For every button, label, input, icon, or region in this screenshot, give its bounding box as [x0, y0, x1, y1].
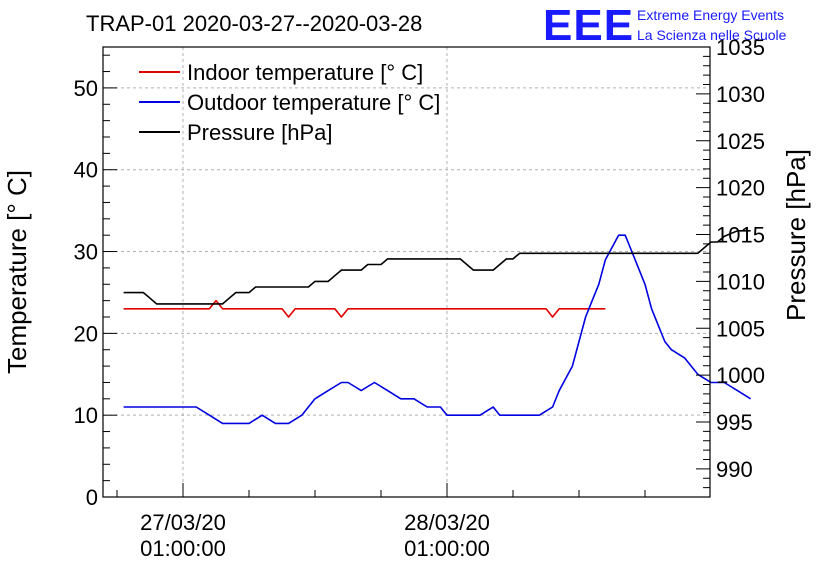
right-tick-label: 1030: [716, 82, 765, 107]
right-axis: 990 995 1000 1005 1010 1015 1020 1025 1030 1035: [696, 35, 765, 489]
right-tick-label: 1020: [716, 176, 765, 201]
left-tick-label: 40: [74, 158, 98, 183]
brand-line-1: Extreme Energy Events: [637, 7, 784, 23]
x-tick-label-date: 28/03/20: [404, 510, 490, 535]
left-axis: 0 10 20 30 40 50: [74, 54, 117, 510]
left-tick-label: 50: [74, 76, 98, 101]
y-axis-label-left: Temperature [° C]: [2, 170, 32, 374]
x-tick-label-time: 01:00:00: [140, 536, 226, 561]
chart-title: TRAP-01 2020-03-27--2020-03-28: [86, 11, 422, 36]
legend: Indoor temperature [° C] Outdoor tempera…: [139, 60, 440, 145]
right-tick-label: 1025: [716, 129, 765, 154]
legend-label-indoor: Indoor temperature [° C]: [187, 60, 423, 85]
legend-label-pressure: Pressure [hPa]: [187, 120, 333, 145]
series-line-1: [123, 234, 752, 425]
right-tick-label: 995: [716, 410, 753, 435]
brand-logo-mark: EEE: [543, 1, 634, 50]
left-tick-label: 20: [74, 321, 98, 346]
grid: [103, 47, 710, 497]
right-tick-label: 1010: [716, 269, 765, 294]
y-axis-label-right: Pressure [hPa]: [781, 149, 811, 321]
left-tick-label: 10: [74, 403, 98, 428]
brand-logo: EEE Extreme Energy Events La Scienza nel…: [543, 1, 787, 50]
right-tick-label: 1005: [716, 316, 765, 341]
x-tick-label-date: 27/03/20: [140, 510, 226, 535]
right-tick-label: 1035: [716, 35, 765, 60]
right-tick-label: 1015: [716, 223, 765, 248]
brand-line-2: La Scienza nelle Scuole: [637, 27, 787, 43]
legend-label-outdoor: Outdoor temperature [° C]: [187, 90, 440, 115]
left-tick-label: 30: [74, 240, 98, 265]
series-line-0: [123, 299, 606, 318]
x-tick-label-time: 01:00:00: [404, 536, 490, 561]
right-tick-label: 990: [716, 457, 753, 482]
left-tick-label: 0: [86, 485, 98, 510]
series-line-2: [123, 230, 751, 305]
series-layer: [123, 230, 752, 425]
right-tick-label: 1000: [716, 363, 765, 388]
